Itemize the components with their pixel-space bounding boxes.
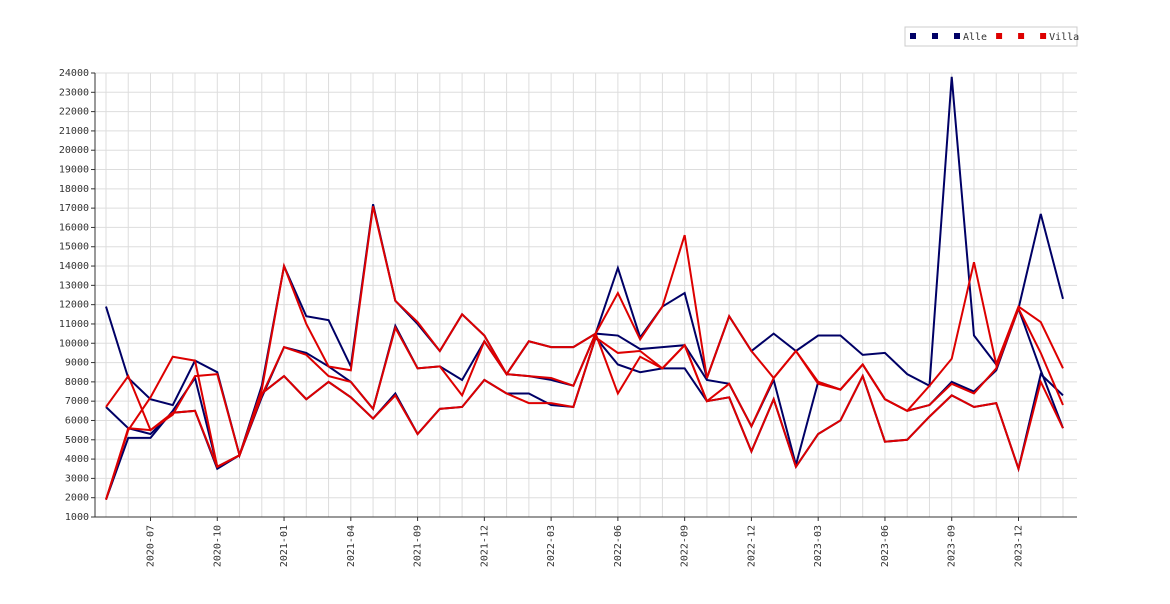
x-tick-label: 2023-03 bbox=[813, 525, 824, 567]
series-line bbox=[105, 306, 1064, 500]
legend-swatch bbox=[1040, 33, 1047, 39]
legend-label: Villa bbox=[1049, 32, 1079, 43]
y-tick-label: 7000 bbox=[65, 396, 89, 407]
y-tick-label: 15000 bbox=[59, 242, 89, 253]
x-tick-label: 2021-01 bbox=[279, 525, 290, 567]
y-tick-label: 17000 bbox=[59, 203, 89, 214]
y-tick-label: 2000 bbox=[65, 493, 89, 504]
x-tick-label: 2023-06 bbox=[880, 525, 891, 567]
legend-label: Alle bbox=[963, 32, 987, 43]
legend-swatch bbox=[1018, 33, 1025, 39]
y-tick-label: 1000 bbox=[65, 512, 89, 523]
y-tick-label: 22000 bbox=[59, 107, 89, 118]
y-tick-label: 14000 bbox=[59, 261, 89, 272]
y-tick-label: 11000 bbox=[59, 319, 89, 330]
x-tick-label: 2020-07 bbox=[146, 525, 157, 567]
x-tick-label: 2023-09 bbox=[947, 525, 958, 567]
series-line bbox=[105, 335, 1064, 500]
x-tick-label: 2021-09 bbox=[413, 525, 424, 567]
x-tick-label: 2022-06 bbox=[613, 525, 624, 567]
x-tick-label: 2022-03 bbox=[546, 525, 557, 567]
x-tick-label: 2020-10 bbox=[212, 525, 223, 567]
y-tick-label: 16000 bbox=[59, 222, 89, 233]
y-tick-label: 6000 bbox=[65, 415, 89, 426]
legend-swatch bbox=[996, 33, 1003, 39]
y-tick-label: 5000 bbox=[65, 435, 89, 446]
legend-swatch bbox=[910, 33, 916, 39]
y-tick-label: 24000 bbox=[59, 68, 89, 79]
x-tick-label: 2021-12 bbox=[479, 525, 490, 567]
y-tick-label: 21000 bbox=[59, 126, 89, 137]
y-tick-label: 9000 bbox=[65, 358, 89, 369]
legend-box bbox=[904, 26, 1078, 47]
y-tick-label: 10000 bbox=[59, 338, 89, 349]
y-tick-label: 3000 bbox=[65, 473, 89, 484]
y-tick-label: 8000 bbox=[65, 377, 89, 388]
y-tick-label: 12000 bbox=[59, 300, 89, 311]
legend-swatch bbox=[932, 33, 938, 39]
y-tick-label: 13000 bbox=[59, 280, 89, 291]
legend-swatch bbox=[954, 33, 960, 39]
x-tick-label: 2023-12 bbox=[1013, 525, 1024, 567]
y-tick-label: 23000 bbox=[59, 87, 89, 98]
x-tick-label: 2021-04 bbox=[346, 525, 357, 567]
legend: Alle Villa bbox=[904, 26, 1079, 47]
y-tick-label: 4000 bbox=[65, 454, 89, 465]
y-tick-label: 20000 bbox=[59, 145, 89, 156]
y-tick-label: 18000 bbox=[59, 184, 89, 195]
x-tick-label: 2022-12 bbox=[746, 525, 757, 567]
y-tick-label: 19000 bbox=[59, 165, 89, 176]
x-tick-label: 2022-09 bbox=[680, 525, 691, 567]
plot-area bbox=[95, 73, 1077, 517]
